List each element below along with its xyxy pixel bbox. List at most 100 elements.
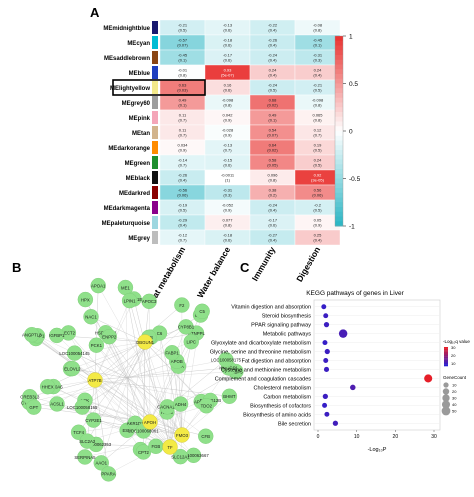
kegg-point xyxy=(338,329,348,338)
cell-pvalue-label: (0.5) xyxy=(313,148,322,153)
network-edge xyxy=(33,377,129,408)
colorbar-tick-label: -0.5 xyxy=(349,176,361,183)
cell-correlation-label: -0.14 xyxy=(178,158,188,163)
module-label: MEgrey xyxy=(128,236,150,242)
kegg-x-ticks: 0 10 20 30 xyxy=(317,430,437,440)
colorbar-tick-label: 0.5 xyxy=(349,81,358,88)
network-node-gene xyxy=(221,388,238,404)
network-node-label: ANGPTL3 xyxy=(22,332,42,337)
module-color-strip xyxy=(152,186,158,199)
cell-pvalue-label: (0.1) xyxy=(313,43,322,48)
cell-correlation-label: -0.2 xyxy=(314,203,322,208)
cell-pvalue-label: (0.07) xyxy=(267,133,278,138)
cell-pvalue-label: (0.7) xyxy=(178,163,187,168)
colorbar-segment xyxy=(335,74,343,80)
network-edge xyxy=(35,338,183,436)
cell-correlation-label: -0.21 xyxy=(178,23,188,28)
network-edge xyxy=(159,333,171,448)
network-node-gene xyxy=(77,449,93,465)
colorbar-segment xyxy=(335,88,343,94)
kegg-pathway-label: Glycine, serine and threonine metabolism xyxy=(210,350,312,356)
network-node-label: BHMT xyxy=(223,394,236,399)
cell-pvalue-label: (0.7) xyxy=(178,118,187,123)
cell-correlation-label: 0.05 xyxy=(314,218,323,223)
cell-pvalue-label: (0.7) xyxy=(223,148,232,153)
kegg-legend-q-swatch xyxy=(444,361,448,364)
network-edge xyxy=(105,332,171,448)
module-label: MElightyellow xyxy=(110,86,150,92)
colorbar-segment xyxy=(335,159,343,165)
kegg-x-tick-label: 30 xyxy=(431,434,437,440)
colorbar-segment xyxy=(335,69,343,75)
module-color-strips xyxy=(152,21,158,244)
network-node-label: APOC3 xyxy=(142,299,157,304)
cell-pvalue-label: (0.4) xyxy=(268,43,277,48)
cell-pvalue-label: (0.8) xyxy=(268,178,277,183)
cell-correlation-label: 0.54 xyxy=(269,128,278,133)
colorbar-segment xyxy=(335,135,343,141)
network-node-hub-gene xyxy=(174,427,190,443)
cell-correlation-label: -0.19 xyxy=(178,203,188,208)
module-label: MEcyan xyxy=(127,41,150,47)
cell-pvalue-label: (0.5) xyxy=(313,163,322,168)
network-node-gene xyxy=(218,352,234,368)
network-node-gene xyxy=(39,379,56,395)
cell-pvalue-label: (0.6) xyxy=(223,43,232,48)
colorbar-segment xyxy=(335,50,343,56)
colorbar-segment xyxy=(335,216,343,222)
network-node-hub-label: FMO3 xyxy=(176,433,189,438)
network-edge xyxy=(53,386,171,448)
kegg-point xyxy=(323,322,330,328)
network-edge xyxy=(149,401,202,423)
network-edge xyxy=(90,316,146,343)
network-node-gene xyxy=(101,328,117,345)
kegg-legend-q-swatch xyxy=(444,358,448,360)
colorbar-tick-label: 1 xyxy=(349,34,353,41)
cell-pvalue-label: (0.3) xyxy=(313,58,322,63)
panel-c-label: C xyxy=(240,260,250,275)
network-edge xyxy=(82,341,146,408)
network-node-label: APOB xyxy=(171,359,183,364)
colorbar-segment xyxy=(335,150,343,156)
module-label: MEdarkorange xyxy=(108,146,150,152)
cell-pvalue-label: (0.4) xyxy=(268,73,277,78)
colorbar-segment xyxy=(335,169,343,175)
network-node-gene xyxy=(77,291,94,308)
cell-pvalue-label: (0.7) xyxy=(178,133,187,138)
network-edge xyxy=(31,334,183,436)
colorbar-segment xyxy=(335,116,343,122)
colorbar-segment xyxy=(335,211,343,217)
cell-pvalue-label: (3e-05) xyxy=(311,178,325,183)
panel-b-label: B xyxy=(12,260,21,275)
trait-label: Digestion xyxy=(294,245,322,284)
network-edge xyxy=(29,379,96,397)
network-node-label: IGFBP1 xyxy=(49,333,65,338)
kegg-legend-q-swatch xyxy=(444,348,448,351)
cell-pvalue-label: (0.05) xyxy=(267,163,278,168)
kegg-pathway-label: Metabolic pathways xyxy=(263,332,312,338)
colorbar-segment xyxy=(335,183,343,189)
colorbar-segment xyxy=(335,131,343,137)
cell-pvalue-label: (0.9) xyxy=(223,118,232,123)
cell-pvalue-label: (0.9) xyxy=(313,223,322,228)
module-label: MEpaleturquoise xyxy=(102,221,151,227)
module-labels: MEmidnightblue MEcyan MEsaddlebrown MEblue M… xyxy=(102,26,151,242)
network-edge xyxy=(37,335,129,379)
network-node-gene xyxy=(174,297,190,313)
kegg-point xyxy=(322,340,328,346)
network-node-label: GPT xyxy=(29,405,38,410)
cell-correlation-label: 0.49 xyxy=(269,113,278,118)
heatmap-cells: -0.21(0.5)-0.13(0.6)-0.22(0.4)-0.08(0.8)… xyxy=(112,19,341,246)
cell-correlation-label: -0.08 xyxy=(313,23,323,28)
kegg-point xyxy=(323,358,329,363)
cell-correlation-label: -0.0011 xyxy=(221,173,235,178)
kegg-point xyxy=(323,313,329,319)
cell-pvalue-label: (0.02) xyxy=(267,148,278,153)
kegg-pathway-label: Biosynthesis of amino acids xyxy=(243,412,311,418)
module-label: MEtan xyxy=(132,131,150,137)
cell-pvalue-label: (0.7) xyxy=(178,238,187,243)
network-node-gene xyxy=(183,334,199,350)
colorbar-segment xyxy=(335,178,343,184)
kegg-pathway-label: Cysteine and methionine metabolism xyxy=(221,367,312,373)
kegg-legend-count-dot xyxy=(442,394,450,402)
